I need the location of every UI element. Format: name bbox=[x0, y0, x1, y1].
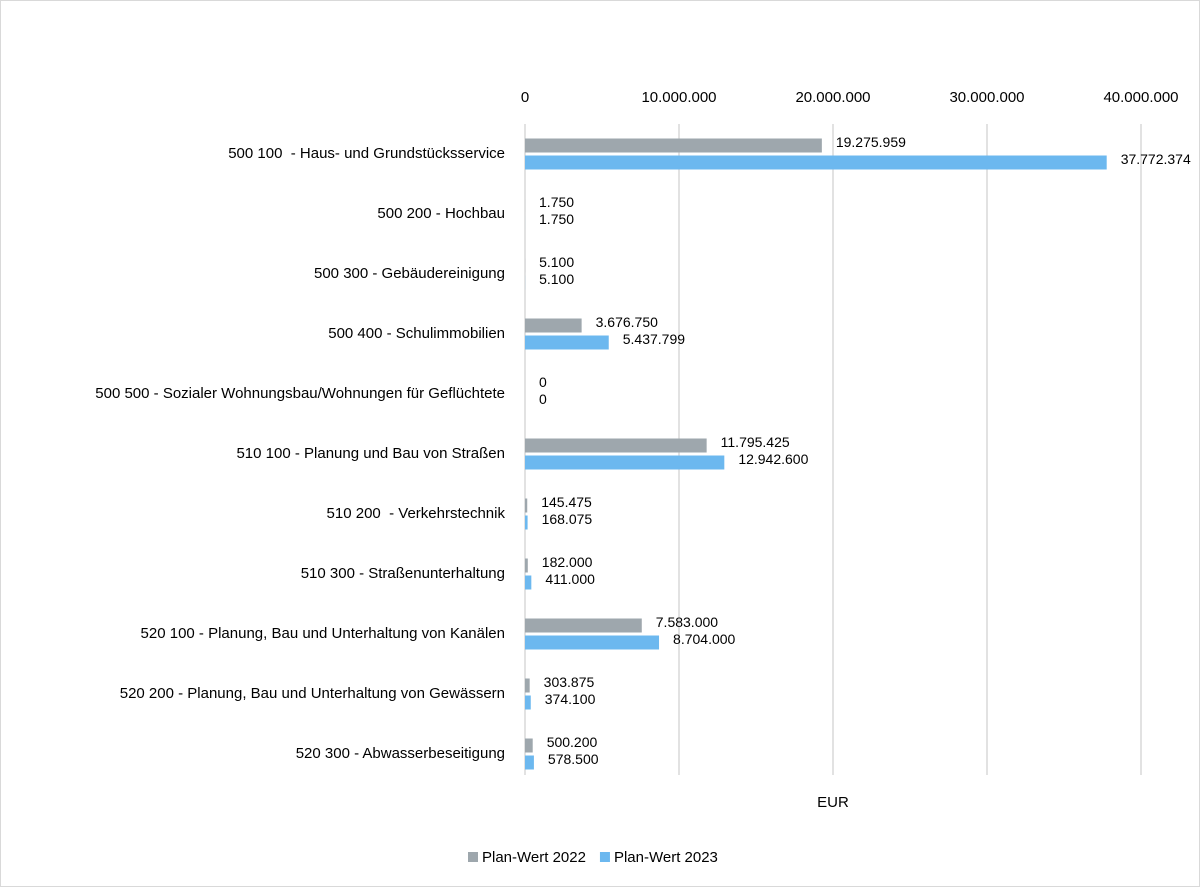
value-label: 500.200 bbox=[547, 734, 598, 750]
legend-label: Plan-Wert 2022 bbox=[482, 849, 586, 866]
value-label: 0 bbox=[539, 391, 547, 407]
value-label: 168.075 bbox=[542, 511, 593, 527]
bar bbox=[525, 755, 534, 770]
bar bbox=[525, 498, 528, 513]
bar bbox=[525, 695, 531, 710]
bar bbox=[525, 318, 582, 333]
value-label: 5.100 bbox=[539, 271, 574, 287]
value-label: 11.795.425 bbox=[721, 434, 790, 450]
category-label: 520 100 - Planung, Bau und Unterhaltung … bbox=[141, 625, 505, 642]
bar bbox=[525, 138, 822, 153]
bar bbox=[525, 155, 1107, 170]
bar bbox=[525, 335, 609, 350]
value-label: 8.704.000 bbox=[673, 631, 735, 647]
value-label: 37.772.374 bbox=[1121, 151, 1191, 167]
bar bbox=[525, 635, 660, 650]
value-label: 374.100 bbox=[545, 691, 596, 707]
category-label: 500 200 - Hochbau bbox=[377, 205, 505, 222]
value-label: 1.750 bbox=[539, 194, 574, 210]
x-tick-label: 0 bbox=[521, 89, 529, 106]
x-tick-label: 30.000.000 bbox=[949, 89, 1024, 106]
bar bbox=[525, 678, 530, 693]
value-label: 0 bbox=[539, 374, 547, 390]
category-label: 510 300 - Straßenunterhaltung bbox=[301, 565, 505, 582]
category-label: 520 300 - Abwasserbeseitigung bbox=[296, 745, 505, 762]
value-label: 411.000 bbox=[545, 571, 595, 587]
bar bbox=[525, 575, 532, 590]
value-label: 145.475 bbox=[541, 494, 592, 510]
category-label: 500 400 - Schulimmobilien bbox=[328, 325, 505, 342]
bar bbox=[525, 515, 528, 530]
value-label: 5.437.799 bbox=[623, 331, 685, 347]
value-label: 578.500 bbox=[548, 751, 599, 767]
legend-label: Plan-Wert 2023 bbox=[614, 849, 718, 866]
category-label: 510 100 - Planung und Bau von Straßen bbox=[236, 445, 505, 462]
value-label: 19.275.959 bbox=[836, 134, 906, 150]
bar bbox=[525, 738, 533, 753]
value-label: 303.875 bbox=[544, 674, 595, 690]
bar bbox=[525, 618, 642, 633]
value-label: 5.100 bbox=[539, 254, 574, 270]
value-label: 182.000 bbox=[542, 554, 593, 570]
legend-swatch bbox=[468, 852, 478, 862]
value-label: 1.750 bbox=[539, 211, 574, 227]
category-label: 500 100 - Haus- und Grundstücksservice bbox=[228, 145, 505, 162]
category-label: 500 500 - Sozialer Wohnungsbau/Wohnungen… bbox=[95, 385, 505, 402]
x-tick-label: 10.000.000 bbox=[641, 89, 716, 106]
bar bbox=[525, 558, 528, 573]
x-axis-label: EUR bbox=[817, 794, 849, 811]
x-tick-label: 40.000.000 bbox=[1103, 89, 1178, 106]
bar bbox=[525, 455, 725, 470]
value-label: 7.583.000 bbox=[656, 614, 718, 630]
value-label: 12.942.600 bbox=[738, 451, 808, 467]
category-label: 520 200 - Planung, Bau und Unterhaltung … bbox=[120, 685, 505, 702]
category-label: 500 300 - Gebäudereinigung bbox=[314, 265, 505, 282]
value-label: 3.676.750 bbox=[596, 314, 658, 330]
bar bbox=[525, 438, 707, 453]
legend-swatch bbox=[599, 852, 610, 862]
category-label: 510 200 - Verkehrstechnik bbox=[327, 505, 506, 522]
x-tick-label: 20.000.000 bbox=[795, 89, 870, 106]
